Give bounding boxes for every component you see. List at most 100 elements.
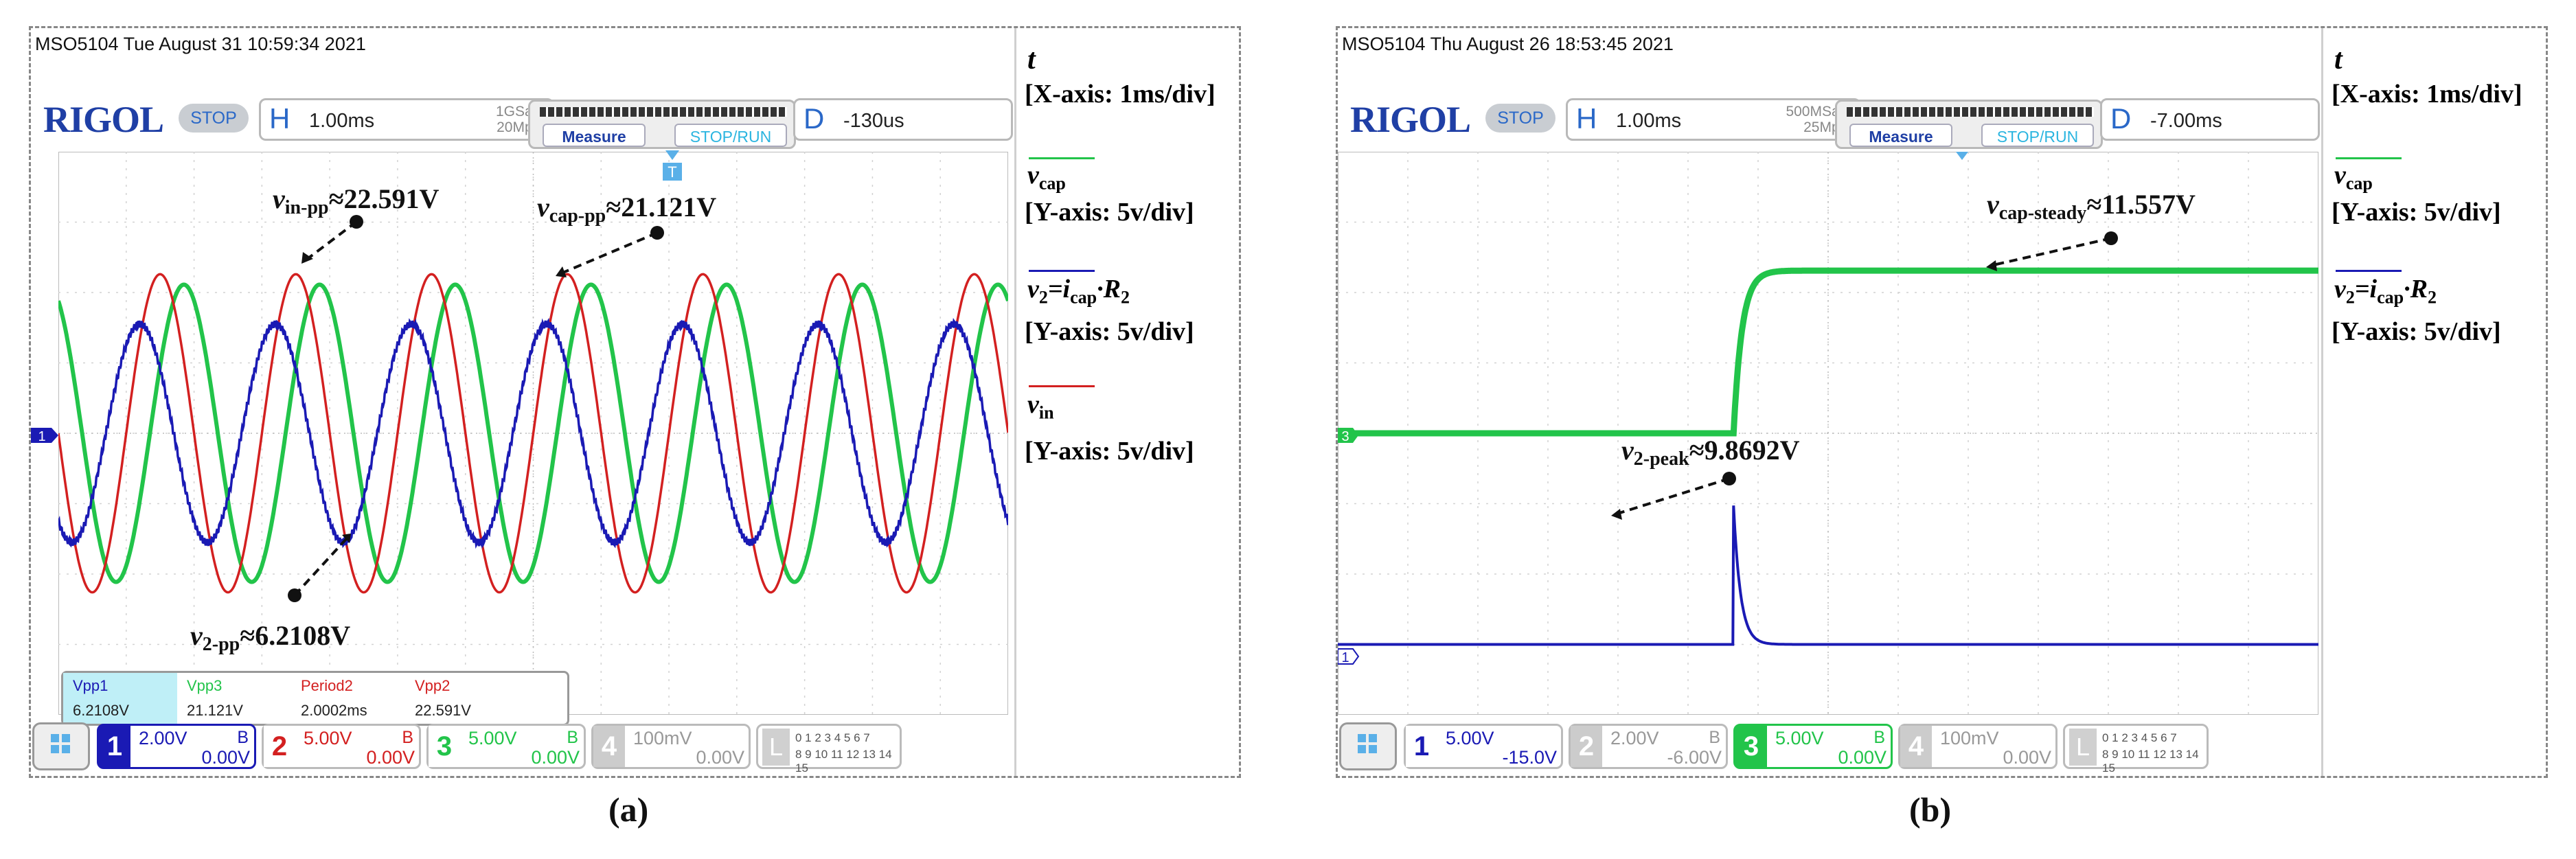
channel-offset: 0.00V (1838, 747, 1887, 768)
status-badge[interactable]: STOP (179, 104, 249, 133)
memory-bar[interactable]: Measure STOP/RUN (528, 100, 796, 149)
memory-strip (1847, 107, 2094, 117)
series-v2-icap-r2 (58, 317, 1008, 549)
legend-label-v2: v2=icap·R2 (1027, 275, 1130, 308)
annotation-vin-pp: vin-pp≈22.591V (273, 183, 440, 218)
arrow-vcap-steady (1990, 237, 2112, 267)
ch1-marker-label: 1 (38, 429, 45, 444)
legend-x-axis: [X-axis: 1ms/div] (2332, 80, 2522, 108)
legend-y-axis-v2: [Y-axis: 5v/div] (1025, 317, 1194, 346)
channel-bw-flag: B (567, 728, 578, 747)
measurement-value: 2.0002ms (301, 702, 367, 719)
channel-4-box[interactable]: 4 100mV 0.00V (591, 724, 751, 769)
legend-side-a: t [X-axis: 1ms/div] vcap [Y-axis: 5v/div… (1014, 28, 1239, 776)
channel-4-box[interactable]: 4 100mV 0.00V (1898, 724, 2058, 769)
channel-number: 1 (99, 726, 130, 767)
logic-digits-row1: 0 1 2 3 4 5 6 7 (2102, 731, 2177, 744)
channel-number: 3 (429, 726, 460, 767)
measurement-period2: Period2 2.0002ms (291, 673, 405, 724)
measurement-label: Vpp3 (187, 677, 223, 694)
timestamp: MSO5104 Tue August 31 10:59:34 2021 (35, 34, 366, 54)
measurement-value: 22.591V (415, 702, 471, 719)
arrow-v2-peak (1615, 477, 1730, 516)
series-vcap (58, 282, 1008, 584)
channel-number: 3 (1735, 726, 1767, 767)
scope-panel-b: MSO5104 Thu August 26 18:53:45 2021 RIGO… (1336, 26, 2548, 778)
waveform-screen-b (1338, 152, 2318, 715)
stoprun-button[interactable]: STOP/RUN (674, 124, 787, 147)
channel-bw-flag: B (402, 728, 413, 747)
measure-button[interactable]: Measure (1849, 124, 1952, 147)
home-button[interactable] (32, 722, 90, 770)
logic-letter: L (762, 729, 790, 766)
trigger-marker (665, 150, 679, 160)
logic-letter: L (2069, 729, 2097, 766)
legend-swatch-vcap (1029, 157, 1095, 159)
channel-offset: 0.00V (2003, 747, 2051, 768)
waveforms (1338, 267, 2318, 646)
legend-label-vcap: vcap (2334, 161, 2373, 194)
channel-scale: 2.00V (139, 728, 187, 748)
legend-y-axis-v2: [Y-axis: 5v/div] (2332, 317, 2501, 346)
channel-offset: 0.00V (366, 747, 415, 768)
timebase-letter: H (1576, 102, 1597, 135)
delay-letter: D (803, 102, 825, 135)
timebase-value: 1.00ms (309, 110, 375, 132)
channel-1-box[interactable]: 1 5.00V -15.0V (1404, 724, 1563, 769)
legend-swatch-vin (1029, 385, 1095, 387)
channel-2-box[interactable]: 2 5.00V B 0.00V (262, 724, 421, 769)
series-vcap (1338, 267, 2318, 437)
measurement-vpp2: Vpp2 22.591V (405, 673, 519, 724)
ch1-ground-marker (1338, 648, 1360, 665)
measurement-label: Period2 (301, 677, 353, 694)
logic-box[interactable]: L 0 1 2 3 4 5 6 7 8 9 10 11 12 13 14 15 (756, 724, 902, 775)
measurement-label: Vpp2 (415, 677, 451, 694)
channel-number: 4 (1900, 726, 1932, 767)
channel-3-box[interactable]: 3 5.00V B 0.00V (426, 724, 586, 769)
channel-scale: 100mV (633, 728, 692, 748)
home-button[interactable] (1339, 722, 1397, 770)
status-badge[interactable]: STOP (1485, 104, 1555, 133)
horizontal-delay[interactable]: D -130us (793, 98, 1013, 141)
scope-panel-a: MSO5104 Tue August 31 10:59:34 2021 RIGO… (29, 26, 1241, 778)
delay-value: -130us (843, 110, 904, 132)
memory-bar[interactable]: Measure STOP/RUN (1835, 100, 2103, 149)
channel-3-box[interactable]: 3 5.00V B 0.00V (1733, 724, 1893, 769)
top-toolbar: RIGOL STOP H 1.00ms 1GSa/s 20Mpts Measure… (31, 68, 1013, 149)
overlay-b: 3 1 vcap-steady≈11.557V v2-peak≈9.8692V (1338, 152, 2196, 665)
annotation-vcap-pp: vcap-pp≈21.121V (537, 192, 716, 227)
arrow-v2-pp (293, 537, 348, 597)
annotation-v2-peak: v2-peak≈9.8692V (1621, 435, 1800, 470)
trigger-label: T (668, 163, 676, 181)
channel-bw-flag: B (237, 728, 249, 747)
channel-scale: 100mV (1940, 728, 1999, 748)
channel-bar: 1 5.00V -15.0V 2 2.00V B -6.00V 3 5.00V … (1338, 717, 2320, 776)
channel-scale: 5.00V (1446, 728, 1494, 748)
channel-bar: 1 2.00V B 0.00V 2 5.00V B 0.00V 3 5.00V … (31, 717, 1013, 776)
legend-swatch-v2 (2336, 270, 2402, 272)
horizontal-timebase[interactable]: H 1.00ms 500MSa/s 25Mpts (1566, 98, 1861, 141)
legend-y-axis-vcap: [Y-axis: 5v/div] (1025, 198, 1194, 227)
measure-button[interactable]: Measure (543, 124, 646, 147)
annotation-v2-pp: v2-pp≈6.2108V (190, 620, 350, 655)
channel-number: 4 (593, 726, 625, 767)
legend-swatch-vcap (2336, 157, 2402, 159)
logic-box[interactable]: L 0 1 2 3 4 5 6 7 8 9 10 11 12 13 14 15 (2063, 724, 2209, 775)
ch1-marker-label: 1 (1341, 650, 1349, 665)
series-v2-icap-r2 (1338, 505, 2318, 646)
ch3-ground-marker (1338, 428, 1358, 443)
stoprun-button[interactable]: STOP/RUN (1981, 124, 2094, 147)
legend-y-axis-vin: [Y-axis: 5v/div] (1025, 437, 1194, 466)
measurement-vpp3: Vpp3 21.121V (177, 673, 291, 724)
channel-1-box[interactable]: 1 2.00V B 0.00V (97, 724, 256, 769)
measurement-value: 6.2108V (73, 702, 129, 719)
channel-scale: 5.00V (304, 728, 352, 748)
legend-time-var: t (1027, 44, 1036, 76)
horizontal-timebase[interactable]: H 1.00ms 1GSa/s 20Mpts (259, 98, 554, 141)
channel-2-box[interactable]: 2 2.00V B -6.00V (1569, 724, 1728, 769)
ch3-marker-label: 3 (1341, 429, 1349, 444)
channel-bw-flag: B (1709, 728, 1720, 747)
channel-offset: -15.0V (1502, 747, 1557, 768)
channel-offset: 0.00V (201, 747, 250, 768)
horizontal-delay[interactable]: D -7.00ms (2100, 98, 2320, 141)
